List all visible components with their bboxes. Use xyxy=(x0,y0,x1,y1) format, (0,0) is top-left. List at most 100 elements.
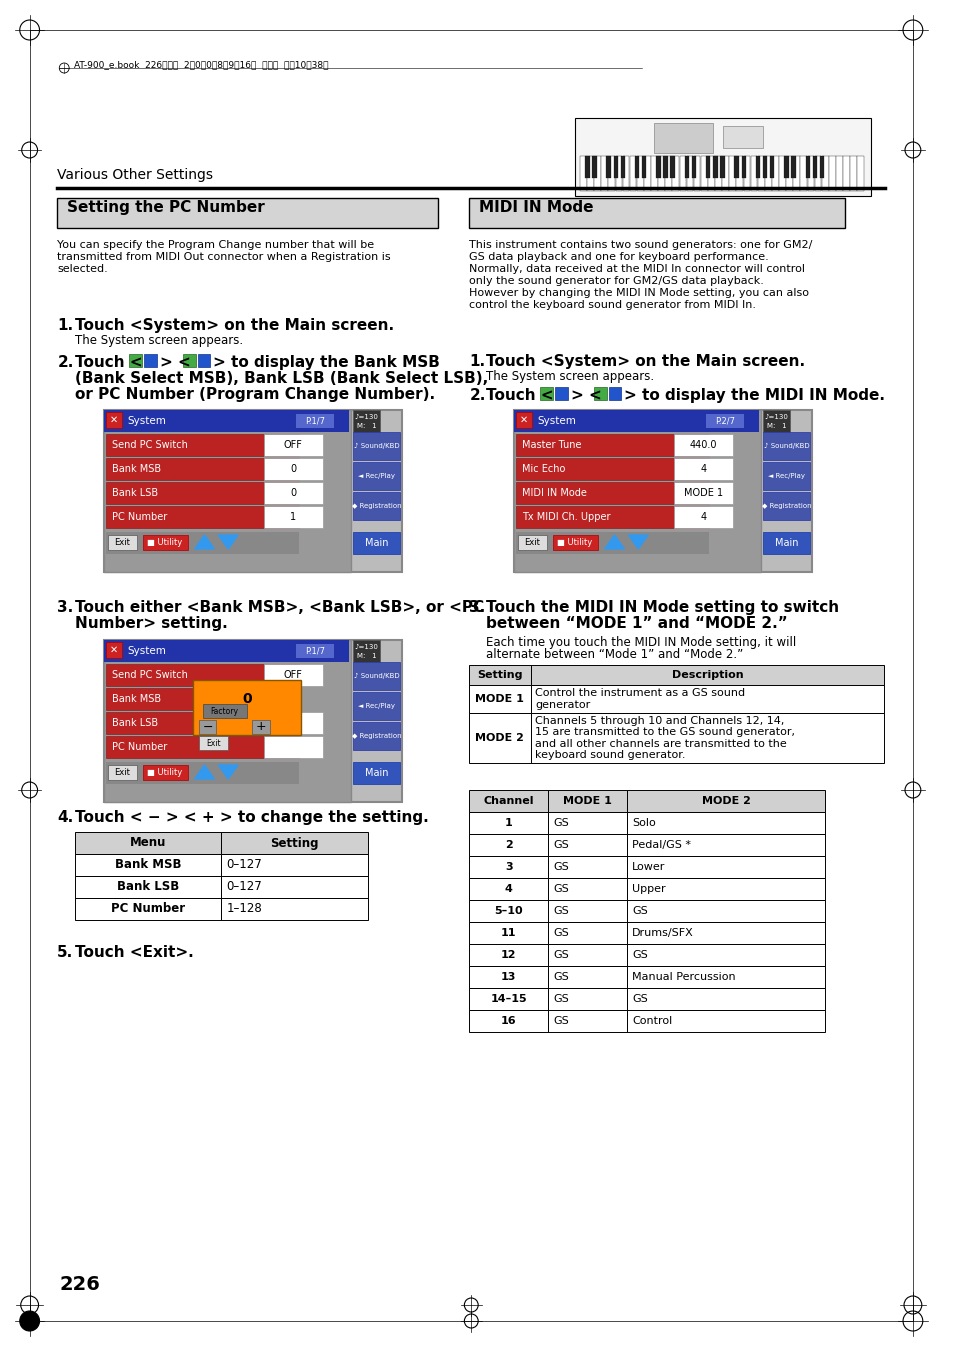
Text: transmitted from MIDI Out connector when a Registration is: transmitted from MIDI Out connector when… xyxy=(57,253,391,262)
Bar xyxy=(108,765,137,780)
Bar xyxy=(264,663,323,686)
Polygon shape xyxy=(218,535,238,549)
Text: ■ Utility: ■ Utility xyxy=(147,767,182,777)
Text: 16: 16 xyxy=(500,1016,517,1025)
Bar xyxy=(800,155,806,190)
Text: Send PC Switch: Send PC Switch xyxy=(112,670,188,680)
Bar xyxy=(670,155,674,178)
Bar xyxy=(75,898,221,920)
Polygon shape xyxy=(218,765,238,780)
Bar xyxy=(252,720,270,734)
Bar xyxy=(579,155,586,190)
Text: M:   1: M: 1 xyxy=(766,423,785,430)
Text: 1: 1 xyxy=(290,512,296,521)
Bar xyxy=(198,736,228,750)
Text: 11: 11 xyxy=(500,928,516,938)
Bar xyxy=(584,155,589,178)
Text: GS: GS xyxy=(553,1016,568,1025)
Bar xyxy=(715,155,721,190)
Bar xyxy=(353,662,399,690)
Bar xyxy=(353,640,380,662)
Text: Bank LSB: Bank LSB xyxy=(112,488,157,499)
Bar xyxy=(548,834,627,857)
Text: between “MODE 1” and “MODE 2.”: between “MODE 1” and “MODE 2.” xyxy=(486,616,787,631)
Bar xyxy=(662,155,667,178)
Bar xyxy=(106,507,299,528)
Bar xyxy=(627,944,824,966)
Text: alternate between “Mode 1” and “Mode 2.”: alternate between “Mode 1” and “Mode 2.” xyxy=(486,648,742,661)
Bar xyxy=(755,155,760,178)
Bar xyxy=(686,155,693,190)
Text: 3.: 3. xyxy=(469,600,485,615)
Bar xyxy=(757,155,763,190)
Bar xyxy=(812,155,817,178)
Text: Touch <: Touch < xyxy=(75,355,143,370)
Bar xyxy=(762,532,809,554)
Bar xyxy=(613,155,618,178)
Text: Touch <Exit>.: Touch <Exit>. xyxy=(75,944,193,961)
Text: GS: GS xyxy=(632,994,647,1004)
Text: Setting the PC Number: Setting the PC Number xyxy=(67,200,265,215)
Bar xyxy=(650,155,658,190)
Bar xyxy=(654,123,713,153)
Text: 0: 0 xyxy=(290,488,296,499)
Bar xyxy=(264,434,323,457)
Text: 0–127: 0–127 xyxy=(226,881,262,893)
Text: ✕: ✕ xyxy=(110,415,117,426)
Bar xyxy=(705,155,710,178)
Text: > to display the MIDI IN Mode.: > to display the MIDI IN Mode. xyxy=(624,388,884,403)
Text: MODE 1: MODE 1 xyxy=(475,694,524,704)
Bar xyxy=(693,155,700,190)
Bar xyxy=(627,988,824,1011)
Text: > to display the Bank MSB: > to display the Bank MSB xyxy=(213,355,440,370)
Text: OFF: OFF xyxy=(284,670,302,680)
Text: Various Other Settings: Various Other Settings xyxy=(57,168,213,182)
Bar xyxy=(469,944,548,966)
Bar xyxy=(106,688,299,711)
Bar xyxy=(202,704,247,717)
Bar xyxy=(516,412,531,428)
Bar xyxy=(548,944,627,966)
Bar xyxy=(783,155,788,178)
Text: Bank MSB: Bank MSB xyxy=(114,858,181,871)
Text: ◆ Registration: ◆ Registration xyxy=(352,734,401,739)
Bar xyxy=(514,409,758,432)
Text: MODE 2: MODE 2 xyxy=(701,796,750,807)
Bar xyxy=(516,434,709,457)
Bar xyxy=(469,834,548,857)
Polygon shape xyxy=(611,390,618,396)
Polygon shape xyxy=(596,390,603,396)
Text: GS: GS xyxy=(553,994,568,1004)
Bar xyxy=(673,507,732,528)
Text: Exit: Exit xyxy=(114,538,131,547)
Text: 440.0: 440.0 xyxy=(689,440,717,450)
Text: ◄ Rec/Play: ◄ Rec/Play xyxy=(357,473,395,480)
Bar xyxy=(469,199,843,228)
Bar xyxy=(762,155,766,178)
Text: Exit: Exit xyxy=(524,538,540,547)
Text: Main: Main xyxy=(774,538,798,549)
Text: > <: > < xyxy=(571,388,601,403)
Text: ◆ Registration: ◆ Registration xyxy=(352,503,401,509)
Text: System: System xyxy=(128,646,166,657)
Text: 5–10: 5–10 xyxy=(494,907,522,916)
Bar xyxy=(627,878,824,900)
Bar xyxy=(469,900,548,921)
Text: GS: GS xyxy=(553,928,568,938)
Text: 12: 12 xyxy=(500,950,516,961)
Text: ♪=130: ♪=130 xyxy=(763,413,788,420)
Bar xyxy=(548,857,627,878)
Text: 4: 4 xyxy=(504,884,512,894)
Bar xyxy=(606,155,610,178)
Bar xyxy=(108,535,137,550)
Text: 3.: 3. xyxy=(57,600,73,615)
Text: P.1/7: P.1/7 xyxy=(305,647,325,655)
Bar xyxy=(296,413,334,428)
Text: ♪=130: ♪=130 xyxy=(355,413,378,420)
Bar xyxy=(106,762,299,784)
Bar xyxy=(221,832,367,854)
Text: GS: GS xyxy=(553,862,568,871)
Text: or PC Number (Program Change Number).: or PC Number (Program Change Number). xyxy=(75,386,435,403)
Text: 13: 13 xyxy=(500,971,516,982)
Bar xyxy=(548,900,627,921)
